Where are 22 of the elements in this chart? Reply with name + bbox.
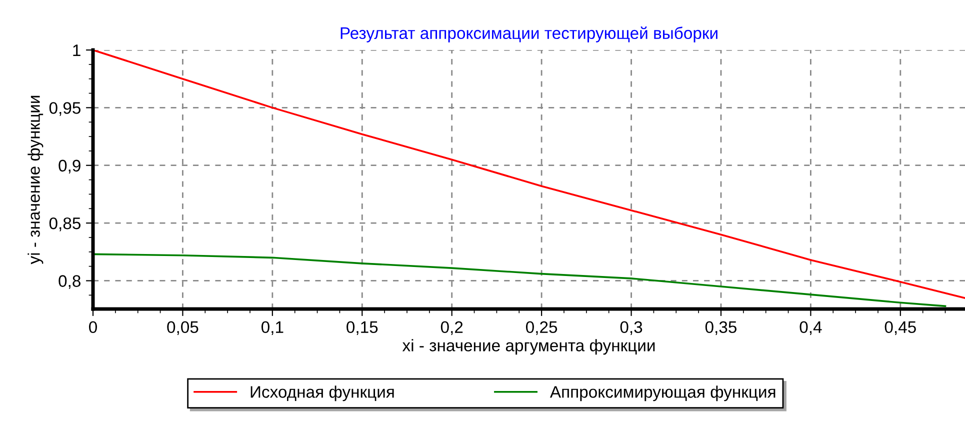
line-series (93, 50, 965, 299)
x-axis-title: xi - значение аргумента функции (402, 339, 655, 355)
x-tick-label: 0,2 (440, 321, 463, 336)
legend-label: Исходная функция (250, 386, 394, 402)
y-tick-label: 0,85 (49, 217, 80, 232)
x-tick-label: 0,35 (705, 321, 737, 336)
chart-title: Результат аппроксимации тестирующей выборки (340, 26, 718, 42)
y-tick-label: 0,95 (49, 102, 80, 116)
x-tick-label: 0 (89, 321, 97, 334)
y-tick-label: 0,8 (58, 275, 80, 289)
legend-label: Аппроксимирующая функция (550, 386, 776, 402)
y-axis-title: yi - значение функции (28, 96, 44, 264)
y-tick-label: 0,9 (58, 160, 80, 174)
y-tick-label: 1 (73, 44, 80, 56)
line-series (93, 253, 946, 308)
x-tick-label: 0,1 (261, 321, 284, 336)
x-tick-label: 0,15 (346, 321, 378, 336)
x-tick-label: 0,25 (526, 321, 558, 336)
x-tick-label: 0,4 (800, 321, 822, 336)
x-tick-label: 0,3 (620, 321, 642, 336)
x-tick-label: 0,45 (884, 321, 916, 336)
x-tick-label: 0,05 (167, 321, 198, 336)
